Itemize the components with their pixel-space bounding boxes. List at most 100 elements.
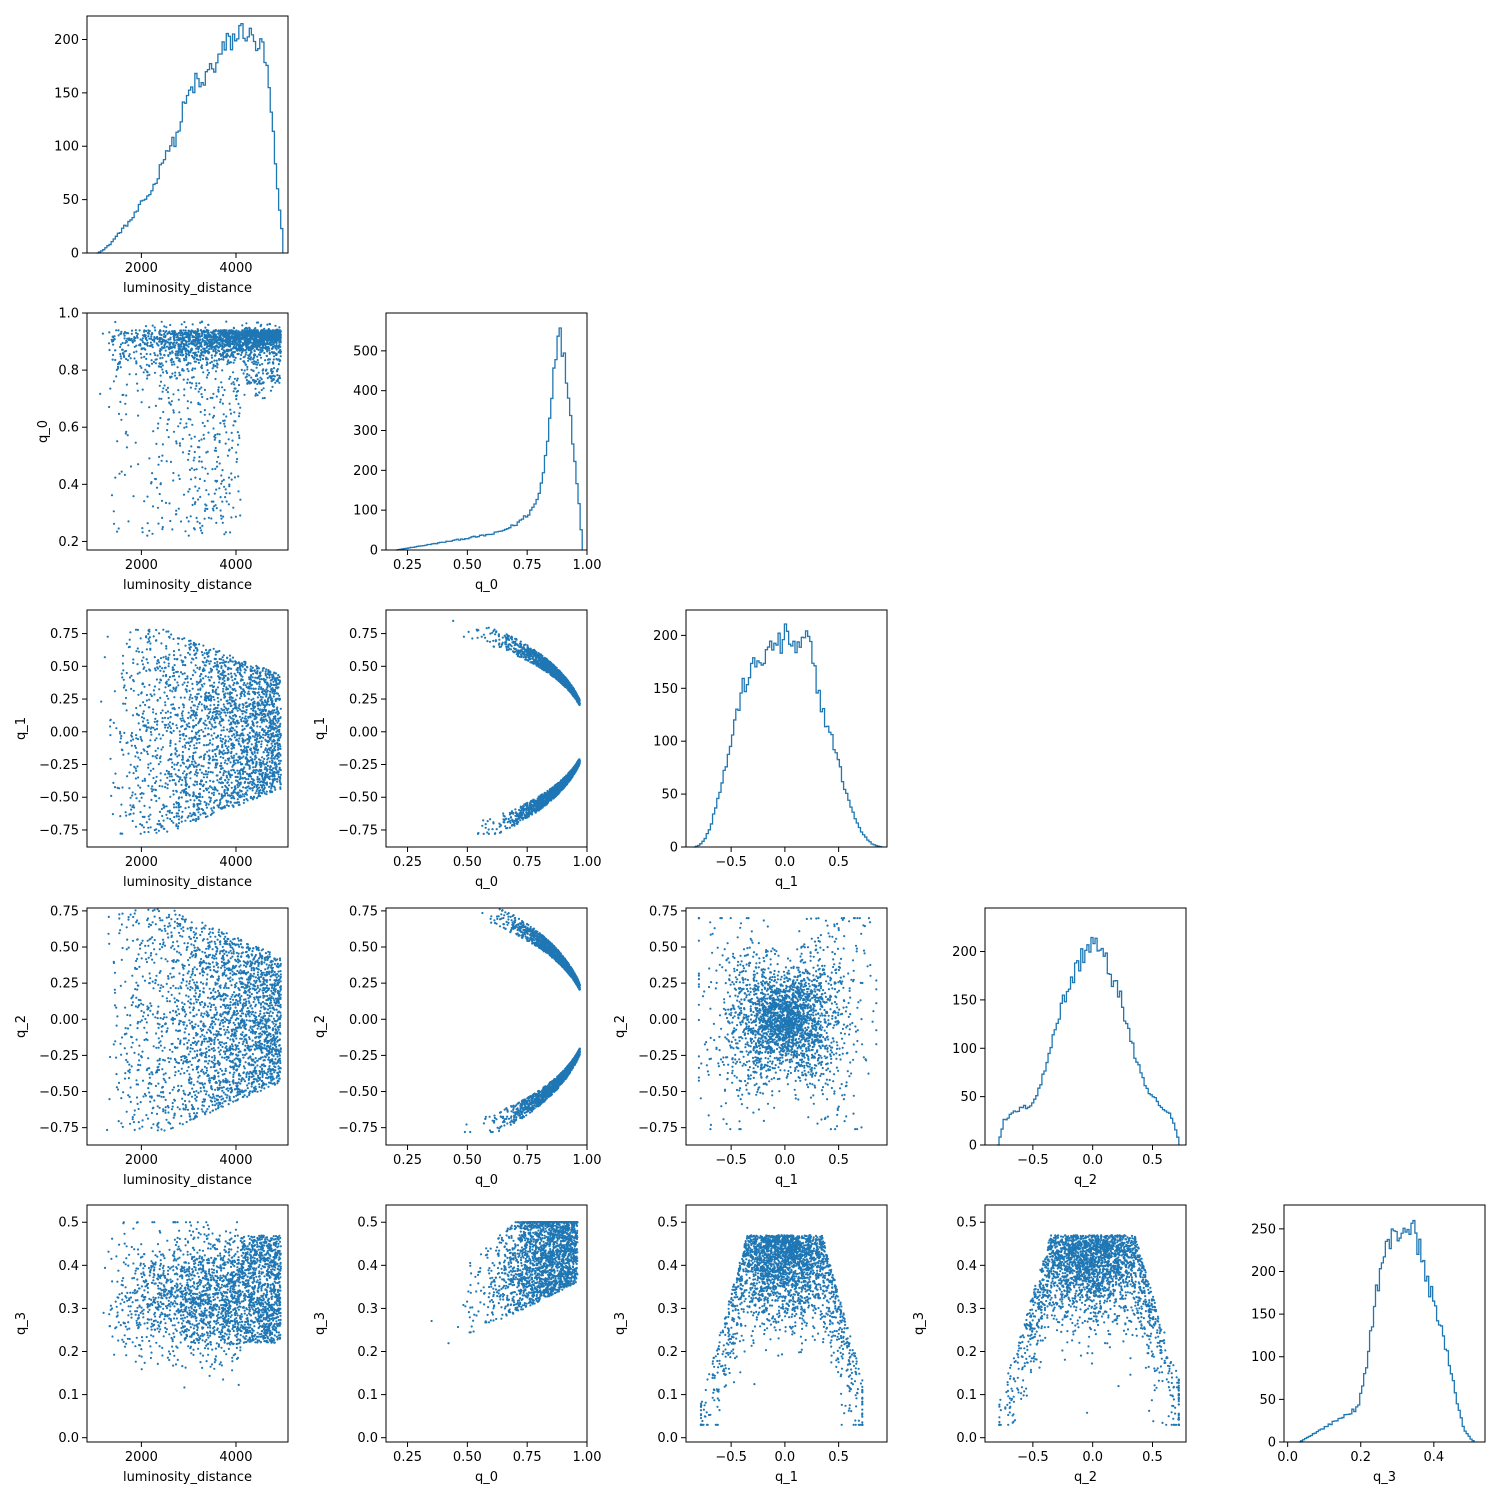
- data-point: [159, 357, 161, 359]
- data-point: [254, 388, 256, 390]
- data-point: [265, 670, 267, 672]
- data-point: [275, 725, 277, 727]
- data-point: [219, 401, 221, 403]
- data-point: [273, 334, 275, 336]
- data-point: [205, 350, 207, 352]
- data-point: [250, 341, 252, 343]
- data-point: [155, 669, 157, 671]
- data-point: [221, 751, 223, 753]
- data-point: [169, 745, 171, 747]
- data-point: [187, 681, 189, 683]
- data-point: [166, 787, 168, 789]
- data-point: [266, 346, 268, 348]
- data-point: [277, 713, 279, 715]
- data-point: [204, 510, 206, 512]
- data-point: [140, 738, 142, 740]
- data-point: [181, 342, 183, 344]
- data-point: [237, 682, 239, 684]
- data-point: [252, 676, 254, 678]
- data-point: [171, 373, 173, 375]
- data-point: [174, 743, 176, 745]
- data-point: [173, 341, 175, 343]
- data-point: [191, 330, 193, 332]
- data-point: [220, 381, 222, 383]
- data-point: [198, 487, 200, 489]
- data-point: [133, 766, 135, 768]
- data-point: [188, 712, 190, 714]
- data-point: [230, 692, 232, 694]
- data-point: [201, 796, 203, 798]
- data-point: [223, 662, 225, 664]
- data-point: [140, 357, 142, 359]
- data-point: [190, 401, 192, 403]
- data-point: [228, 719, 230, 721]
- data-point: [262, 345, 264, 347]
- data-point: [120, 833, 122, 835]
- data-point: [137, 415, 139, 417]
- data-point: [201, 772, 203, 774]
- data-point: [231, 787, 233, 789]
- data-point: [270, 787, 272, 789]
- data-point: [130, 764, 132, 766]
- x-tick-label: −0.5: [715, 855, 747, 870]
- data-point: [204, 352, 206, 354]
- data-point: [272, 343, 274, 345]
- data-point: [274, 758, 276, 760]
- data-point: [266, 761, 268, 763]
- data-point: [188, 766, 190, 768]
- data-point: [240, 678, 242, 680]
- data-point: [224, 425, 226, 427]
- data-point: [254, 692, 256, 694]
- data-point: [181, 779, 183, 781]
- data-point: [135, 734, 137, 736]
- data-point: [119, 333, 121, 335]
- data-point: [229, 376, 231, 378]
- data-point: [212, 750, 214, 752]
- data-point: [214, 355, 216, 357]
- data-point: [189, 812, 191, 814]
- data-point: [224, 779, 226, 781]
- data-point: [227, 700, 229, 702]
- data-point: [178, 707, 180, 709]
- data-point: [212, 416, 214, 418]
- data-point: [159, 785, 161, 787]
- data-point: [109, 758, 111, 760]
- data-point: [115, 329, 117, 331]
- data-point: [153, 635, 155, 637]
- data-point: [161, 528, 163, 530]
- data-point: [224, 762, 226, 764]
- data-point: [173, 730, 175, 732]
- data-point: [262, 688, 264, 690]
- y-tick-label: 100: [54, 140, 79, 155]
- data-point: [256, 374, 258, 376]
- data-point: [257, 340, 259, 342]
- data-point: [207, 771, 209, 773]
- data-point: [234, 378, 236, 380]
- y-tick-label: 0.8: [58, 364, 79, 379]
- data-point: [265, 793, 267, 795]
- data-point: [166, 805, 168, 807]
- data-point: [199, 338, 201, 340]
- data-point: [150, 342, 152, 344]
- data-point: [214, 450, 216, 452]
- data-point: [228, 484, 230, 486]
- data-point: [224, 735, 226, 737]
- data-point: [145, 670, 147, 672]
- data-point: [156, 343, 158, 345]
- data-point: [204, 414, 206, 416]
- data-point: [180, 817, 182, 819]
- data-point: [222, 347, 224, 349]
- data-point: [153, 352, 155, 354]
- data-point: [113, 722, 115, 724]
- data-point: [253, 710, 255, 712]
- data-point: [190, 815, 192, 817]
- data-point: [251, 778, 253, 780]
- data-point: [264, 397, 266, 399]
- data-point: [229, 356, 231, 358]
- data-point: [274, 375, 276, 377]
- data-point: [166, 460, 168, 462]
- data-point: [211, 717, 213, 719]
- data-point: [207, 374, 209, 376]
- data-point: [244, 671, 246, 673]
- data-point: [231, 676, 233, 678]
